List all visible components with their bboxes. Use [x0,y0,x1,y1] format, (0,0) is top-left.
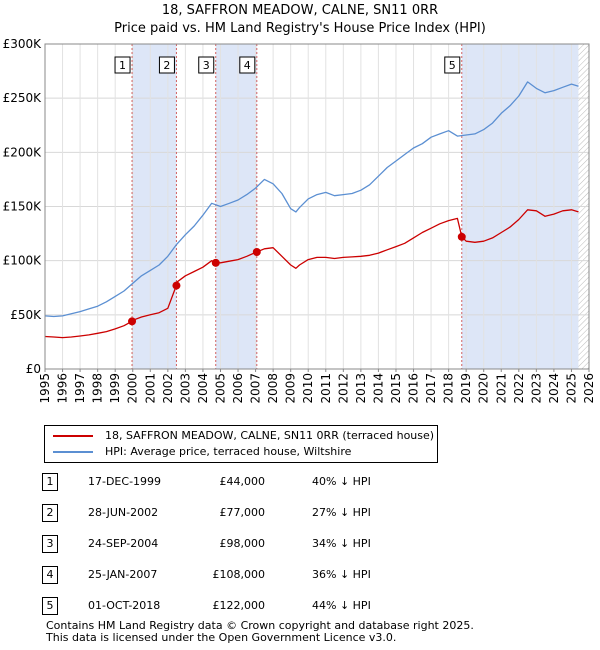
x-tick-label: 2018 [442,373,456,404]
legend-label-property: 18, SAFFRON MEADOW, CALNE, SN11 0RR (ter… [105,429,435,442]
x-tick-label: 2013 [354,373,368,404]
x-tick-label: 2025 [564,373,578,404]
sale-point [172,281,181,290]
sale-date: 24-SEP-2004 [88,537,159,550]
x-tick-label: 1999 [108,373,122,404]
sale-hpi-diff: 44% ↓ HPI [312,599,371,612]
sale-hpi-diff: 27% ↓ HPI [312,506,371,519]
x-tick-label: 2009 [284,373,298,404]
legend-swatch-hpi [53,451,93,453]
sale-number-box [239,56,256,74]
table-row: 3 24-SEP-2004 £98,000 34% ↓ HPI [0,534,600,554]
x-tick-label: 2024 [547,373,561,404]
sale-date: 25-JAN-2007 [88,568,158,581]
x-tick-label: 1998 [91,373,105,404]
sale-price: £98,000 [219,537,266,550]
sale-number-label: 3 [203,59,210,72]
sale-hpi-diff: 36% ↓ HPI [312,568,371,581]
x-tick-label: 2008 [266,373,280,404]
sale-number-badge: 1 [42,473,58,491]
x-tick-label: 1996 [56,373,70,404]
sale-point [128,317,137,326]
sale-number-badge: 4 [42,566,58,584]
x-tick-label: 2026 [582,373,596,404]
table-row: 1 17-DEC-1999 £44,000 40% ↓ HPI [0,472,600,492]
x-tick-label: 2021 [494,373,508,404]
table-row: 4 25-JAN-2007 £108,000 36% ↓ HPI [0,565,600,585]
legend-item-property: 18, SAFFRON MEADOW, CALNE, SN11 0RR (ter… [53,428,434,444]
sale-number-label: 5 [449,59,456,72]
x-tick-label: 1995 [38,373,52,404]
x-tick-label: 2011 [319,373,333,404]
x-tick-label: 2010 [301,373,315,404]
sale-number-badge: 3 [42,535,58,553]
y-tick-label: £300K [3,37,43,51]
sale-number-badge: 2 [42,504,58,522]
x-tick-label: 2017 [424,373,438,404]
x-tick-label: 2000 [126,373,140,404]
sale-hpi-diff: 40% ↓ HPI [312,475,371,488]
sale-date: 17-DEC-1999 [88,475,162,488]
sale-number-box [158,56,175,74]
x-tick-label: 2012 [336,373,350,404]
sale-point [211,258,220,267]
title-line-1: 18, SAFFRON MEADOW, CALNE, SN11 0RR [161,3,439,18]
sale-date: 01-OCT-2018 [88,599,161,612]
x-tick-label: 2014 [371,373,385,404]
x-tick-label: 2023 [529,373,543,404]
x-tick-label: 2001 [143,373,157,404]
legend-item-hpi: HPI: Average price, terraced house, Wilt… [53,444,351,460]
sale-number-label: 2 [163,59,170,72]
y-tick-label: £50K [10,308,42,322]
footer-licence: This data is licensed under the Open Gov… [46,631,397,644]
x-tick-label: 2002 [161,373,175,404]
sale-number-box [444,56,461,74]
hpi-series-line [44,81,579,318]
sale-hpi-diff: 34% ↓ HPI [312,537,371,550]
sale-number-box [198,56,215,74]
footer-copyright: Contains HM Land Registry data © Crown c… [46,619,474,632]
x-tick-label: 2020 [477,373,491,404]
x-tick-label: 2003 [178,373,192,404]
sale-number-badge: 5 [42,597,58,615]
sale-price: £44,000 [219,475,266,488]
y-tick-label: £100K [3,254,43,268]
sale-date: 28-JUN-2002 [88,506,159,519]
title-line-2: Price paid vs. HM Land Registry's House … [114,21,486,36]
sale-number-label: 1 [119,59,126,72]
x-tick-label: 2006 [231,373,245,404]
y-tick-label: £150K [3,200,43,214]
x-tick-label: 2005 [213,373,227,404]
price-chart: 1 2 3 4 5 £0 £50K £100K £150K £200K £250K £300K 1995… [3,37,596,404]
footer: Contains HM Land Registry data © Crown c… [46,620,474,644]
x-tick-label: 2016 [407,373,421,404]
x-tick-label: 2022 [512,373,526,404]
sale-price: £108,000 [212,568,266,581]
table-row: 5 01-OCT-2018 £122,000 44% ↓ HPI [0,596,600,616]
x-tick-label: 2007 [249,373,263,404]
y-tick-label: £250K [3,91,43,105]
sale-point [457,232,466,241]
chart-title: 18, SAFFRON MEADOW, CALNE, SN11 0RR Pric… [0,2,600,38]
x-tick-label: 2019 [459,373,473,404]
x-tick-label: 1997 [73,373,87,404]
sale-number-box [114,56,131,74]
sale-point [252,248,261,256]
sale-number-label: 4 [244,59,251,72]
x-tick-label: 2004 [196,373,210,404]
legend-swatch-property [53,435,93,437]
y-tick-label: £200K [3,145,43,159]
table-row: 2 28-JUN-2002 £77,000 27% ↓ HPI [0,503,600,523]
legend-label-hpi: HPI: Average price, terraced house, Wilt… [105,445,352,458]
x-tick-label: 2015 [389,373,403,404]
y-tick-label: £0 [26,362,41,376]
sale-price: £77,000 [219,506,266,519]
plot-frame [44,43,590,370]
legend: 18, SAFFRON MEADOW, CALNE, SN11 0RR (ter… [44,425,438,463]
sale-price: £122,000 [212,599,266,612]
